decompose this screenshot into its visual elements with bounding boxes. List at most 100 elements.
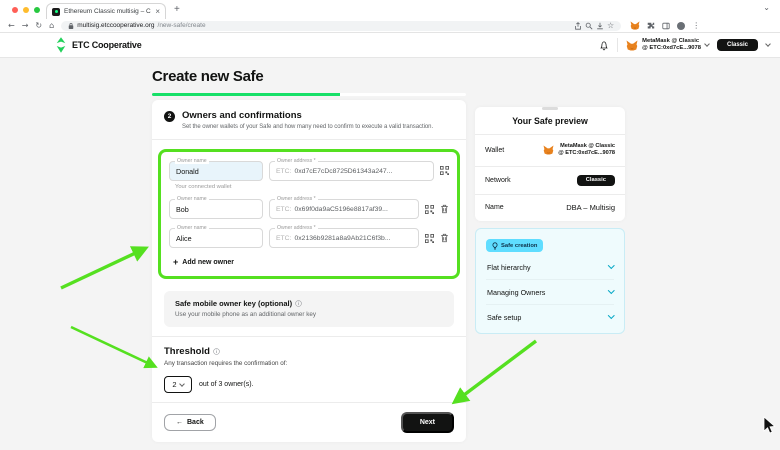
back-button[interactable]: ← Back [164,414,216,431]
brand[interactable]: ETC Cooperative [55,37,142,53]
step-footer: ← Back Next [164,412,454,433]
mouse-cursor [763,416,776,434]
app-header: ETC Cooperative MetaMask @ Classic @ ETC… [0,33,780,58]
browser-tab[interactable]: Ethereum Classic multisig – C… × [46,3,166,19]
close-window-button[interactable] [12,7,18,13]
next-button[interactable]: Next [400,412,454,433]
owners-annotated-box: Owner name Donald Your connected wallet … [158,149,460,279]
preview-card-handle [542,107,558,110]
owner-address-input-3[interactable]: Owner address * ETC: 0x2136b9281a8a9Ab21… [269,225,419,248]
page-title: Create new Safe [152,68,264,85]
url-host: multisig.etccooperative.org [77,22,155,29]
etc-cooperative-logo-icon [56,37,66,53]
site-favicon [52,7,60,16]
network-badge: Classic [576,174,615,186]
sidebar: Your Safe preview Wallet MetaMask @ Clas… [475,100,625,334]
divider [152,336,466,337]
brand-name: ETC Cooperative [72,40,142,50]
tip-accordion-managing-owners[interactable]: Managing Owners [486,278,614,304]
preview-wallet-row: Wallet MetaMask @ Classic @ ETC:0xd7cE..… [475,135,625,167]
bookmark-star-icon[interactable]: ☆ [607,20,615,30]
scan-qr-icon[interactable] [425,233,434,243]
preview-name-row: Name DBA – Multisig [485,202,615,212]
preview-wallet-address: @ ETC:0xd7cE...9078 [558,150,615,157]
metamask-extension-icon[interactable] [630,21,640,30]
tip-accordion-safe-setup[interactable]: Safe setup [486,303,614,329]
owner-address-input-2[interactable]: Owner address * ETC: 0x69f0da9aC5196e881… [269,196,419,219]
delete-owner-icon[interactable] [440,204,449,214]
maximize-window-button[interactable] [34,7,40,13]
progress-bar [152,93,466,96]
notifications-bell-icon[interactable] [599,40,609,51]
preview-network-row: Network Classic [475,167,625,195]
preview-title: Your Safe preview [475,116,625,135]
tip-accordion-flat-hierarchy[interactable]: Flat hierarchy [486,255,614,279]
chevron-down-icon [607,262,614,269]
browser-address-bar: ← → ↻ ⌂ multisig.etccooperative.org/new-… [0,19,780,33]
plus-icon: + [173,257,179,267]
threshold-subtitle: Any transaction requires the confirmatio… [164,360,288,367]
safe-preview-card: Your Safe preview Wallet MetaMask @ Clas… [475,107,625,221]
divider [152,139,466,140]
extensions-puzzle-icon[interactable] [647,22,655,30]
owner-row-2: Owner name Bob Owner address * ETC: 0x69… [169,196,449,219]
mobile-key-title: Safe mobile owner key (optional) [175,299,293,308]
threshold-select[interactable]: 2 [164,376,192,393]
annotation-arrow-threshold [70,325,158,369]
profile-avatar[interactable] [677,21,686,30]
url-input[interactable]: multisig.etccooperative.org/new-safe/cre… [61,20,622,31]
threshold-suffix: out of 3 owner(s). [199,381,254,388]
annotation-arrow-owners [60,246,149,290]
wallet-address: @ ETC:0xd7cE...9078 [642,45,701,51]
preview-wallet-name: MetaMask @ Classic [560,143,615,149]
forward-icon[interactable]: → [21,20,29,30]
threshold-title: Threshold [164,346,210,357]
browser-menu-kebab-icon[interactable]: ⋮ [692,20,701,30]
owner-name-input-3[interactable]: Owner name Alice [169,225,263,248]
metamask-fox-icon [543,145,554,155]
annotation-arrow-next [451,339,538,405]
owner-name-input-2[interactable]: Owner name Bob [169,196,263,219]
mobile-key-subtitle: Use your mobile phone as an additional o… [175,311,317,318]
download-icon[interactable] [596,22,604,30]
metamask-fox-icon [626,40,638,50]
tab-search-chevron-icon[interactable]: ⌄ [763,3,770,12]
minimize-window-button[interactable] [23,7,29,13]
step-subtitle: Set the owner wallets of your Safe and h… [182,124,434,130]
chevron-down-icon [704,41,710,47]
new-tab-button[interactable]: + [174,4,180,15]
delete-owner-icon[interactable] [440,233,449,243]
main-content: Create new Safe 2 Owners and confirmatio… [152,68,466,442]
tips-card: Safe creation Flat hierarchy Managing Ow… [475,227,625,334]
back-arrow-icon: ← [176,419,183,426]
owner-row-3: Owner name Alice Owner address * ETC: 0x… [169,225,449,248]
owners-step-card: 2 Owners and confirmations Set the owner… [152,100,466,442]
add-new-owner-button[interactable]: + Add new owner [173,257,234,267]
share-icon[interactable] [574,21,582,30]
step-number-badge: 2 [164,111,175,122]
safe-name-value: DBA – Multisig [566,202,615,212]
network-chevron-down-icon[interactable] [765,41,771,47]
url-path: /new-safe/create [157,22,206,29]
tab-title: Ethereum Classic multisig – C… [64,8,152,15]
back-icon[interactable]: ← [8,20,15,30]
home-icon[interactable]: ⌂ [49,20,55,30]
threshold-section: Threshold Any transaction requires the c… [164,346,454,393]
browser-extensions: ⋮ [630,21,700,30]
scan-qr-icon[interactable] [425,204,434,214]
chevron-down-icon [607,287,614,294]
tab-close-icon[interactable]: × [155,6,160,16]
step-title: Owners and confirmations [182,110,302,121]
scan-qr-icon[interactable] [440,166,449,175]
divider [152,402,466,403]
owner-row-1: Owner name Donald Your connected wallet … [169,158,449,190]
chevron-down-icon [178,380,185,387]
search-icon[interactable] [585,22,593,30]
side-panel-icon[interactable] [662,22,670,30]
owner-name-input-1[interactable]: Owner name Donald [169,158,263,181]
owner-address-input-1[interactable]: Owner address * ETC: 0xd7cE7cDc8725D6134… [269,158,434,181]
network-selector-pill[interactable]: Classic [716,39,758,51]
reload-icon[interactable]: ↻ [35,20,43,30]
connected-wallet-chip[interactable]: MetaMask @ Classic @ ETC:0xd7cE...9078 [626,38,710,52]
